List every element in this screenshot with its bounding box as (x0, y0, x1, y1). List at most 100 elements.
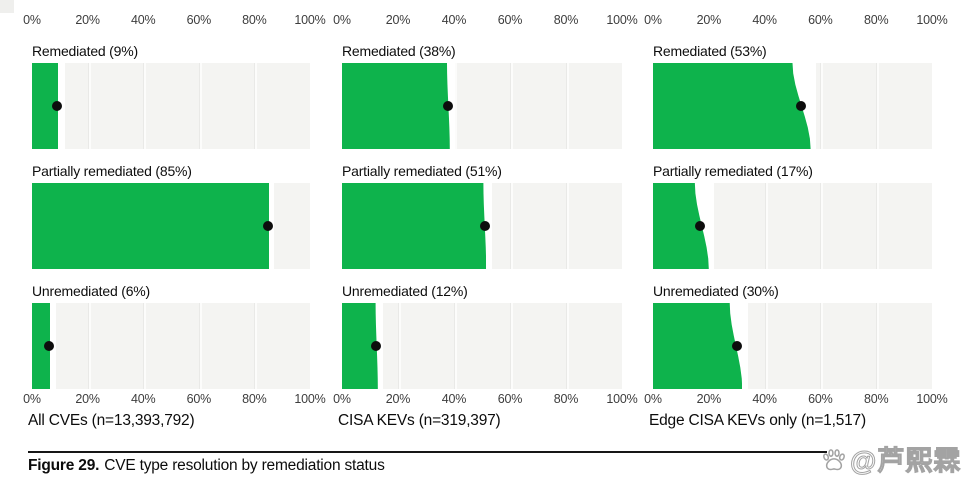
gridline (198, 63, 202, 149)
gridline (143, 303, 147, 389)
axis-tick-label: 80% (863, 392, 889, 406)
chart-panel-block: Remediated (9%) (32, 42, 310, 149)
axis-tick-label: 80% (553, 13, 579, 27)
chart-panel-block: Unremediated (6%) (32, 282, 310, 389)
chart-title: Remediated (9%) (32, 43, 138, 59)
bar-green (653, 303, 743, 389)
gridline (764, 303, 768, 389)
gridline (820, 303, 824, 389)
axis-tick-label: 20% (385, 392, 411, 406)
gridline (876, 183, 880, 269)
x-axis-top: 0% 20% 40% 60% 80% 100% (23, 13, 326, 29)
axis-tick-label: 100% (606, 13, 638, 27)
plot-area (32, 63, 310, 149)
chart-column: 0% 20% 40% 60% 80% 100% Remediated (9%) Partial… (23, 0, 326, 440)
plot-area (342, 303, 622, 389)
chart-title: Unremediated (6%) (32, 283, 150, 299)
caption-divider-line (28, 451, 827, 453)
gridline (510, 183, 513, 269)
estimate-dot (731, 341, 742, 351)
plot-area (653, 63, 932, 149)
column-caption: Edge CISA KEVs only (n=1,517) (649, 412, 866, 429)
gridline (87, 303, 91, 389)
chart-title: Partially remediated (51%) (342, 163, 502, 179)
axis-tick-label: 20% (75, 392, 100, 406)
axis-tick-label: 80% (242, 392, 267, 406)
gridline (143, 63, 147, 149)
bar-green (342, 183, 487, 269)
axis-tick-label: 0% (644, 392, 662, 406)
bar-green (342, 63, 450, 149)
gridline (510, 303, 513, 389)
axis-tick-label: 0% (23, 13, 41, 27)
x-axis-bottom: 0% 20% 40% 60% 80% 100% (644, 392, 948, 408)
axis-tick-label: 60% (186, 392, 212, 406)
estimate-dot (479, 221, 490, 231)
bar-green (653, 63, 811, 149)
chart-title: Partially remediated (17%) (653, 163, 813, 179)
axis-tick-label: 80% (242, 13, 267, 27)
gridline (566, 63, 569, 149)
gridline (764, 183, 768, 269)
figure-caption-text: CVE type resolution by remediation statu… (104, 457, 385, 474)
estimate-dot (52, 101, 63, 111)
estimate-dot (370, 341, 381, 351)
corner-artifact (0, 0, 14, 13)
column-caption: All CVEs (n=13,393,792) (28, 412, 195, 429)
chart-panel-block: Remediated (53%) (653, 42, 932, 149)
figure-caption-number: Figure 29. (28, 457, 100, 474)
paw-icon (820, 447, 848, 475)
gridline (87, 63, 91, 149)
x-axis-top: 0% 20% 40% 60% 80% 100% (333, 13, 638, 29)
gridline (566, 303, 569, 389)
axis-tick-label: 20% (696, 13, 722, 27)
gridline (820, 63, 824, 149)
axis-tick-label: 40% (752, 13, 777, 27)
gridline (566, 183, 569, 269)
axis-tick-label: 100% (606, 392, 638, 406)
axis-tick-label: 0% (333, 13, 351, 27)
axis-tick-label: 40% (441, 13, 467, 27)
estimate-dot (263, 221, 274, 231)
gridline (510, 63, 513, 149)
axis-tick-label: 100% (916, 392, 948, 406)
chart-panel-block: Partially remediated (51%) (342, 162, 622, 269)
axis-tick-label: 100% (916, 13, 948, 27)
bar-green (32, 303, 51, 389)
axis-tick-label: 60% (497, 392, 523, 406)
chart-title: Remediated (38%) (342, 43, 456, 59)
gridline (454, 303, 457, 389)
watermark-text: @芦熙霖 (849, 446, 962, 477)
axis-tick-label: 40% (130, 13, 156, 27)
axis-tick-label: 40% (441, 392, 467, 406)
estimate-dot (695, 221, 706, 231)
plot-area (32, 183, 310, 269)
bar-green (32, 183, 270, 269)
chart-panel-block: Partially remediated (17%) (653, 162, 932, 269)
axis-tick-label: 100% (294, 392, 326, 406)
gridline (820, 183, 824, 269)
axis-tick-label: 40% (752, 392, 777, 406)
plot-area (32, 303, 310, 389)
x-axis-bottom: 0% 20% 40% 60% 80% 100% (23, 392, 326, 408)
chart-panel-block: Unremediated (12%) (342, 282, 622, 389)
axis-tick-label: 20% (75, 13, 100, 27)
column-caption: CISA KEVs (n=319,397) (338, 412, 501, 429)
chart-title: Remediated (53%) (653, 43, 767, 59)
axis-tick-label: 0% (333, 392, 351, 406)
gridline (254, 63, 258, 149)
axis-tick-label: 60% (808, 392, 833, 406)
axis-tick-label: 20% (385, 13, 411, 27)
plot-area (653, 303, 932, 389)
axis-tick-label: 100% (294, 13, 326, 27)
axis-tick-label: 80% (553, 392, 579, 406)
axis-tick-label: 40% (130, 392, 156, 406)
axis-tick-label: 60% (497, 13, 523, 27)
axis-tick-label: 80% (863, 13, 889, 27)
chart-title: Partially remediated (85%) (32, 163, 192, 179)
x-axis-bottom: 0% 20% 40% 60% 80% 100% (333, 392, 638, 408)
watermark: @芦熙霖 (820, 446, 962, 477)
axis-tick-label: 0% (644, 13, 662, 27)
chart-panel-block: Partially remediated (85%) (32, 162, 310, 269)
